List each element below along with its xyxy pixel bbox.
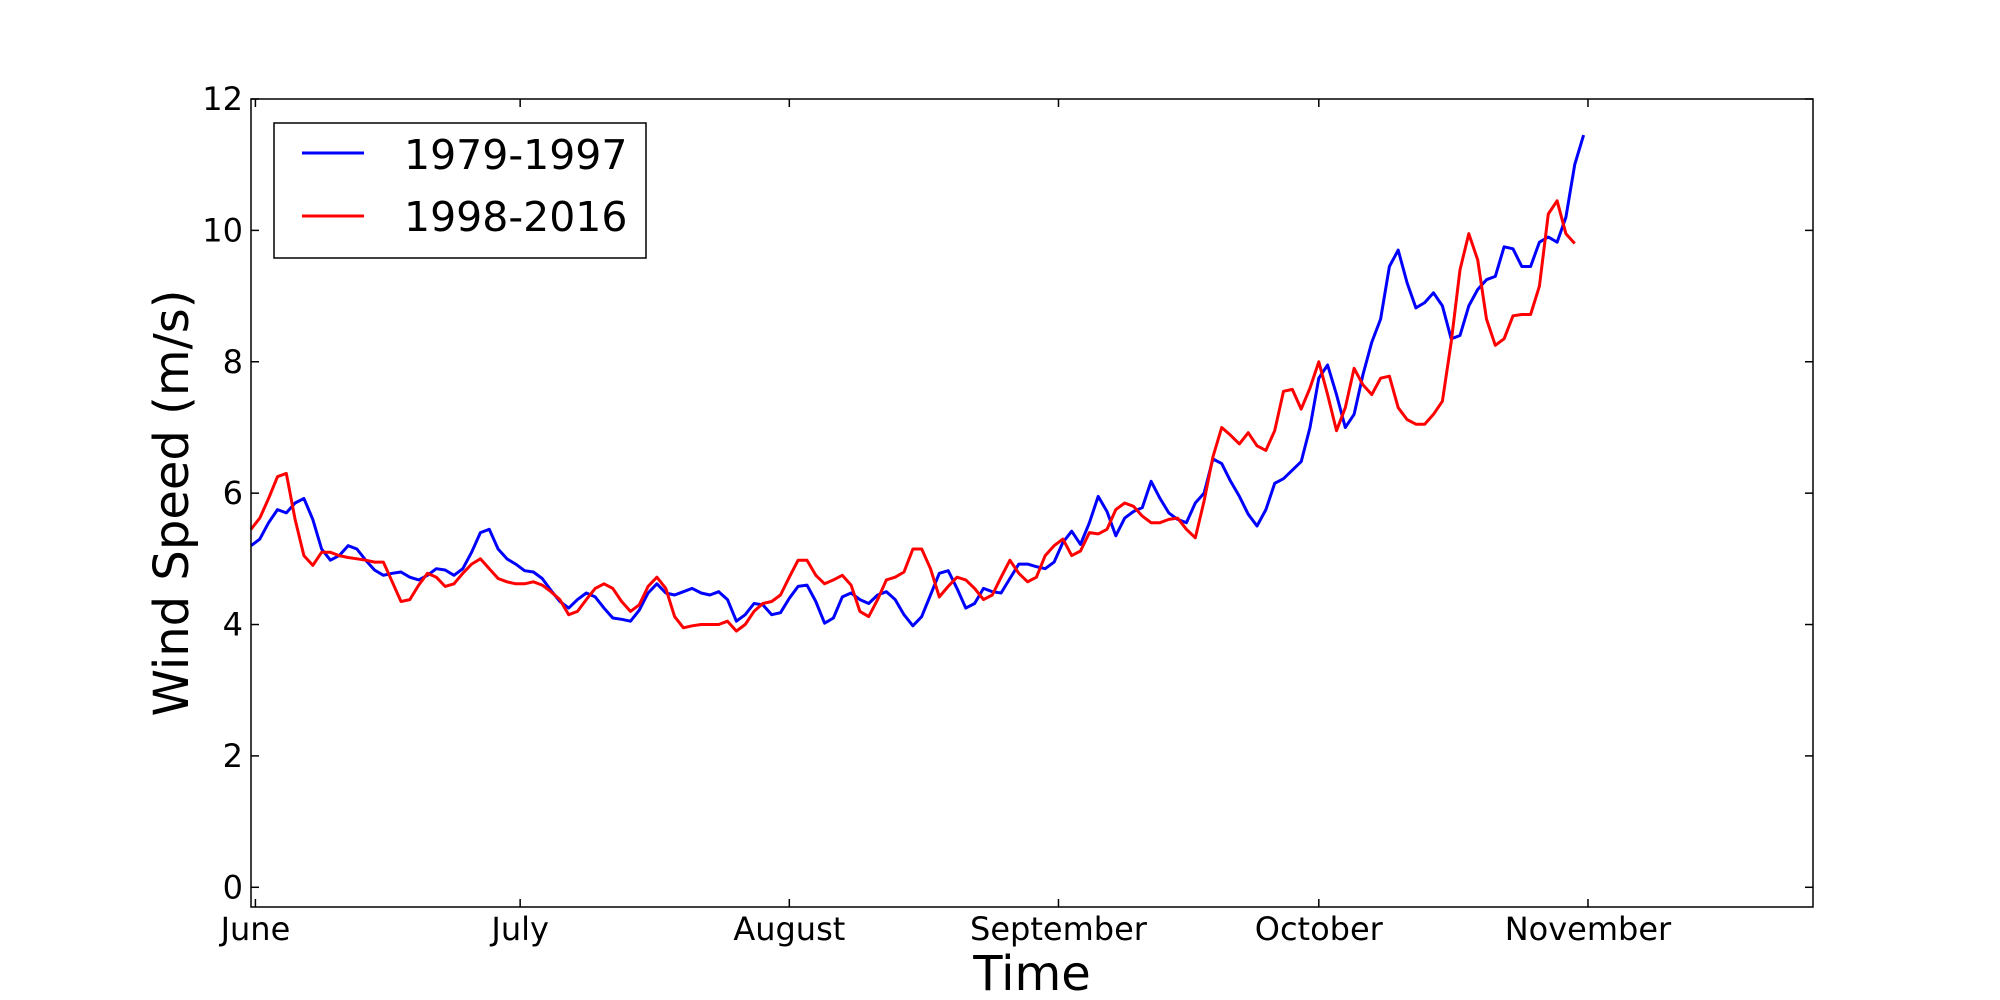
y-tick-label: 2 [223,737,243,775]
x-axis-title: Time [972,946,1090,1000]
x-axis: June July August September October November [219,99,1672,948]
x-tick-label: September [970,910,1148,948]
legend: 1979-1997 1998-2016 [273,122,647,259]
x-tick-label: October [1255,910,1384,948]
plot-frame [250,98,1814,908]
x-tick-label: August [733,910,845,948]
y-tick-label: 12 [202,80,243,118]
legend-label-1998-2016: 1998-2016 [404,193,627,241]
legend-label-1979-1997: 1979-1997 [404,131,627,179]
y-axis: 0 2 4 6 8 10 12 [202,80,1813,906]
y-tick-label: 6 [223,474,243,512]
legend-box [273,122,647,259]
x-tick-label: June [219,910,291,948]
y-tick-label: 8 [223,343,243,381]
series-layer [249,134,1586,633]
y-tick-label: 0 [223,868,243,906]
y-tick-label: 4 [223,606,243,644]
series-line-1998-2016 [249,199,1576,633]
x-tick-label: November [1505,910,1672,948]
y-axis-title: Wind Speed (m/s) [144,289,200,716]
y-tick-label: 10 [202,211,243,249]
x-tick-label: July [489,910,549,948]
